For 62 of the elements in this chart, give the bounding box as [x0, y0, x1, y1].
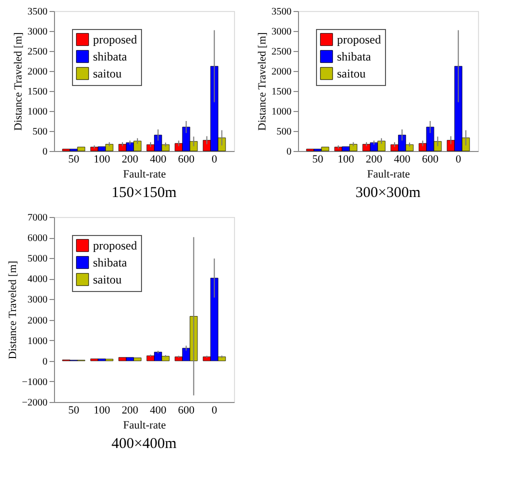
y-tick-label: 1500	[28, 86, 48, 98]
y-tick-label: 5000	[28, 254, 48, 265]
y-tick-label: 3000	[28, 294, 48, 306]
y-axis-title: Distance Traveled [m]	[12, 32, 24, 131]
x-tick-label: 600	[178, 404, 195, 416]
y-tick-label: 4000	[28, 274, 48, 286]
text: 150×150m	[111, 185, 177, 201]
x-tick-label: 100	[338, 154, 355, 166]
x-tick-label: 100	[94, 404, 111, 416]
y-tick-label: −1000	[22, 376, 48, 388]
x-tick-label: 200	[122, 404, 139, 416]
legend-label: proposed	[93, 238, 137, 252]
y-tick-label: 3000	[28, 26, 48, 38]
y-tick-label: −2000	[22, 398, 48, 408]
legend-label: proposed	[337, 32, 381, 46]
y-tick-label: 0	[286, 146, 292, 158]
x-tick-label: 50	[68, 154, 80, 166]
x-axis-title: Fault-rate	[123, 168, 166, 180]
y-tick-label: 0	[42, 146, 48, 158]
y-axis-title: Distance Traveled [m]	[256, 32, 268, 131]
x-tick-label: 200	[122, 154, 139, 166]
y-tick-label: 0	[42, 356, 48, 368]
y-tick-label: 1000	[28, 106, 48, 118]
x-tick-label: 50	[68, 404, 80, 416]
x-tick-label: 400	[394, 154, 411, 166]
y-tick-label: 3000	[272, 26, 292, 38]
legend-label: shibata	[93, 256, 128, 270]
y-tick-label: 500	[276, 126, 292, 138]
y-tick-label: 2500	[272, 46, 292, 58]
x-axis-title: Fault-rate	[367, 168, 410, 180]
x-tick-label: 100	[94, 154, 111, 166]
x-axis-title: Fault-rate	[123, 420, 166, 432]
y-tick-label: 1500	[272, 86, 292, 98]
x-tick-label: 600	[422, 154, 439, 166]
y-tick-label: 3500	[28, 6, 48, 18]
y-axis-title: Distance Traveled [m]	[6, 260, 19, 360]
y-tick-label: 2000	[272, 66, 292, 78]
y-tick-label: 3500	[272, 6, 292, 18]
legend-label: saitou	[93, 66, 122, 80]
x-tick-label: 600	[178, 154, 195, 166]
y-tick-label: 2500	[28, 46, 48, 58]
y-tick-label: 1000	[28, 336, 48, 347]
y-tick-label: 2000	[28, 66, 48, 78]
x-tick-label: 50	[312, 154, 324, 166]
y-tick-label: 500	[32, 126, 48, 138]
legend-label: shibata	[337, 50, 372, 64]
x-tick-label: 0	[212, 154, 218, 166]
y-tick-label: 7000	[28, 212, 48, 224]
x-tick-label: 400	[150, 404, 167, 416]
x-tick-label: 0	[456, 154, 462, 166]
y-tick-label: 6000	[28, 233, 48, 244]
legend-label: shibata	[93, 50, 128, 64]
y-tick-label: 2000	[28, 315, 48, 326]
x-tick-label: 200	[366, 154, 383, 166]
x-tick-label: 400	[150, 154, 167, 166]
text: 300×300m	[355, 185, 421, 201]
text: 400×400m	[111, 436, 177, 452]
x-tick-label: 0	[212, 404, 218, 416]
legend-label: saitou	[93, 272, 122, 286]
y-tick-label: 1000	[272, 106, 292, 118]
legend-label: saitou	[337, 66, 366, 80]
legend-label: proposed	[93, 32, 137, 46]
